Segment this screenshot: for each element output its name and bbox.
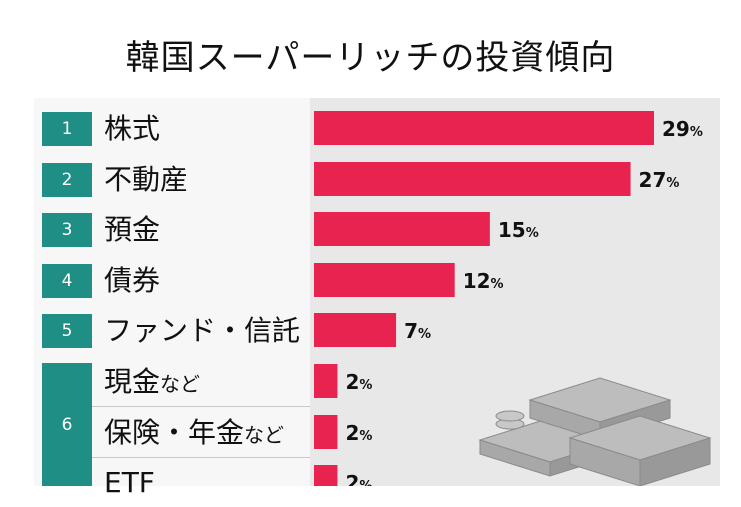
row-6a: 現金など [34, 358, 310, 406]
chart-title: 韓国スーパーリッチの投資傾向 [125, 38, 616, 78]
rank-badge: 5 [42, 314, 92, 348]
category-label: 現金など [104, 365, 201, 398]
row-divider [92, 406, 310, 407]
money-illustration [478, 377, 712, 486]
bar-6 [314, 364, 338, 398]
value-label-7: 2% [345, 421, 372, 445]
row-5: 5 ファンド・信託 [34, 307, 310, 355]
bar-5 [314, 313, 397, 347]
row-3: 3 預金 [34, 206, 310, 254]
rank-badge: 2 [42, 163, 92, 197]
rank-badge: 4 [42, 264, 92, 298]
bar-7 [314, 415, 338, 449]
category-label: 不動産 [104, 163, 189, 196]
value-label-6: 2% [345, 370, 372, 394]
bar-4 [314, 263, 455, 297]
bar-2 [314, 162, 631, 196]
value-label-5: 7% [404, 319, 431, 343]
rank-badge-6: 6 [42, 363, 92, 486]
category-label: ファンド・信託 [104, 314, 301, 347]
row-4: 4 債券 [34, 257, 310, 305]
rank-badge: 1 [42, 112, 92, 146]
value-label-2: 27% [639, 168, 680, 192]
category-label: 預金 [104, 213, 161, 246]
category-label: 株式 [104, 112, 161, 145]
row-1: 1 株式 [34, 105, 310, 153]
bar-1 [314, 111, 654, 145]
row-2: 2 不動産 [34, 156, 310, 204]
bar-8 [314, 465, 338, 486]
value-label-1: 29% [662, 117, 703, 141]
bar-chart: 29% 27% 15% 12% 7% 2% 2% 2% [314, 111, 703, 486]
value-label-3: 15% [498, 218, 539, 242]
bar-3 [314, 212, 490, 246]
value-label-8: 2% [345, 471, 372, 486]
row-divider [92, 457, 310, 458]
row-6b: 保険・年金など [34, 409, 310, 457]
category-label: 保険・年金など [104, 416, 285, 449]
category-label: 債券 [104, 264, 161, 297]
value-label-4: 12% [463, 269, 504, 293]
rank-badge: 3 [42, 213, 92, 247]
